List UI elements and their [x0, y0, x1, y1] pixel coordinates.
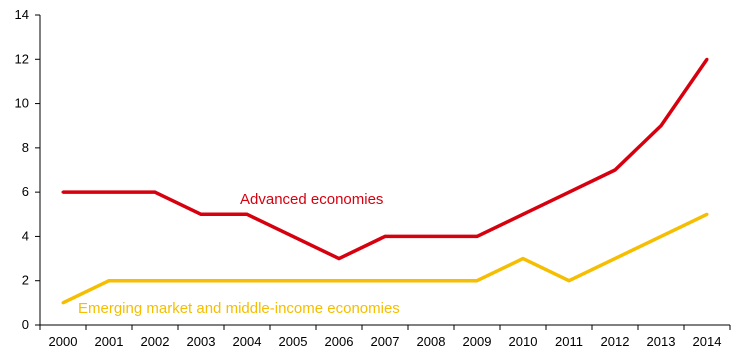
data-point — [61, 190, 65, 194]
x-tick-label: 2001 — [95, 334, 124, 349]
data-point — [567, 190, 571, 194]
data-point — [199, 279, 203, 283]
data-point — [337, 279, 341, 283]
x-tick-label: 2004 — [233, 334, 262, 349]
series-line-1 — [62, 212, 708, 305]
data-point — [705, 57, 709, 61]
chart-axes: 0 2 4 6 8 10 12 14 2000 2001 2002 2003 2004 2005 2006 2… — [15, 7, 731, 349]
data-point — [429, 234, 433, 238]
data-point — [429, 279, 433, 283]
x-tick-label: 2003 — [187, 334, 216, 349]
data-point — [567, 279, 571, 283]
data-point — [245, 212, 249, 216]
x-tick-label: 2000 — [49, 334, 78, 349]
x-tick-label: 2010 — [509, 334, 538, 349]
x-tick-label: 2006 — [325, 334, 354, 349]
x-tick-label: 2011 — [555, 334, 583, 349]
data-point — [659, 124, 663, 128]
data-point — [383, 279, 387, 283]
data-point — [61, 301, 65, 305]
data-point — [107, 279, 111, 283]
chart-series-labels: Advanced economies Emerging market and m… — [78, 191, 400, 317]
series-label-emerging-market-economies: Emerging market and middle-income econom… — [78, 300, 400, 317]
y-tick-label: 4 — [22, 228, 29, 243]
data-point — [291, 234, 295, 238]
y-tick-label: 10 — [15, 96, 29, 111]
x-tick-label: 2008 — [417, 334, 446, 349]
data-point — [659, 234, 663, 238]
y-tick-label: 2 — [22, 273, 29, 288]
data-point — [337, 257, 341, 261]
data-point — [383, 234, 387, 238]
data-point — [475, 234, 479, 238]
series-line-0 — [63, 58, 709, 261]
y-tick-label: 12 — [15, 51, 29, 66]
data-point — [613, 257, 617, 261]
data-point — [705, 212, 709, 216]
data-point — [521, 212, 525, 216]
data-point — [613, 168, 617, 172]
data-point — [475, 279, 479, 283]
data-point — [153, 190, 157, 194]
y-tick-label: 0 — [22, 317, 29, 332]
x-tick-label: 2013 — [647, 334, 676, 349]
data-point — [291, 279, 295, 283]
x-tick-label: 2005 — [279, 334, 308, 349]
data-point — [521, 257, 525, 261]
x-tick-label: 2007 — [371, 334, 400, 349]
series-label-advanced-economies: Advanced economies — [240, 191, 383, 208]
chart-series — [61, 57, 709, 305]
x-tick-label: 2009 — [463, 334, 492, 349]
y-tick-label: 8 — [22, 140, 29, 155]
x-tick-label: 2012 — [601, 334, 630, 349]
y-tick-label: 14 — [15, 7, 29, 22]
data-point — [153, 279, 157, 283]
data-point — [245, 279, 249, 283]
x-tick-label: 2014 — [693, 334, 722, 349]
x-tick-label: 2002 — [141, 334, 170, 349]
data-point — [107, 190, 111, 194]
y-tick-label: 6 — [22, 184, 29, 199]
data-point — [199, 212, 203, 216]
